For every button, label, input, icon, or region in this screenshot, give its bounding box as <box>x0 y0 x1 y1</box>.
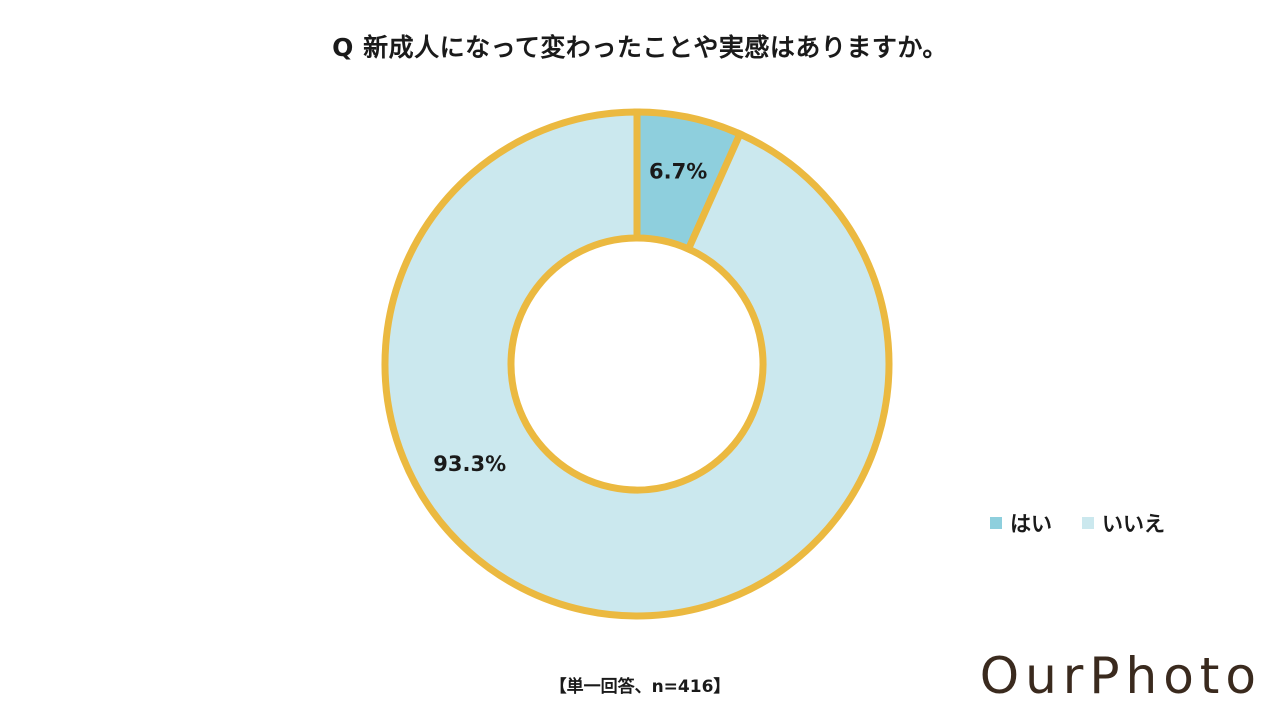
ourphoto-logo: OurPhoto <box>979 647 1262 705</box>
legend-item-yes: はい <box>990 508 1052 538</box>
legend-swatch-no <box>1082 517 1094 529</box>
legend-label-yes: はい <box>1010 512 1052 536</box>
legend-swatch-yes <box>990 517 1002 529</box>
data-label-yes: 6.7% <box>649 159 707 183</box>
chart-legend: はい いいえ <box>990 508 1165 538</box>
slice-no <box>381 108 893 620</box>
data-label-no: 93.3% <box>433 452 506 476</box>
legend-label-no: いいえ <box>1102 512 1165 536</box>
legend-item-no: いいえ <box>1082 508 1165 538</box>
chart-title: Q 新成人になって変わったことや実感はありますか。 <box>332 33 948 62</box>
sample-note: 【単一回答、n=416】 <box>549 677 731 697</box>
